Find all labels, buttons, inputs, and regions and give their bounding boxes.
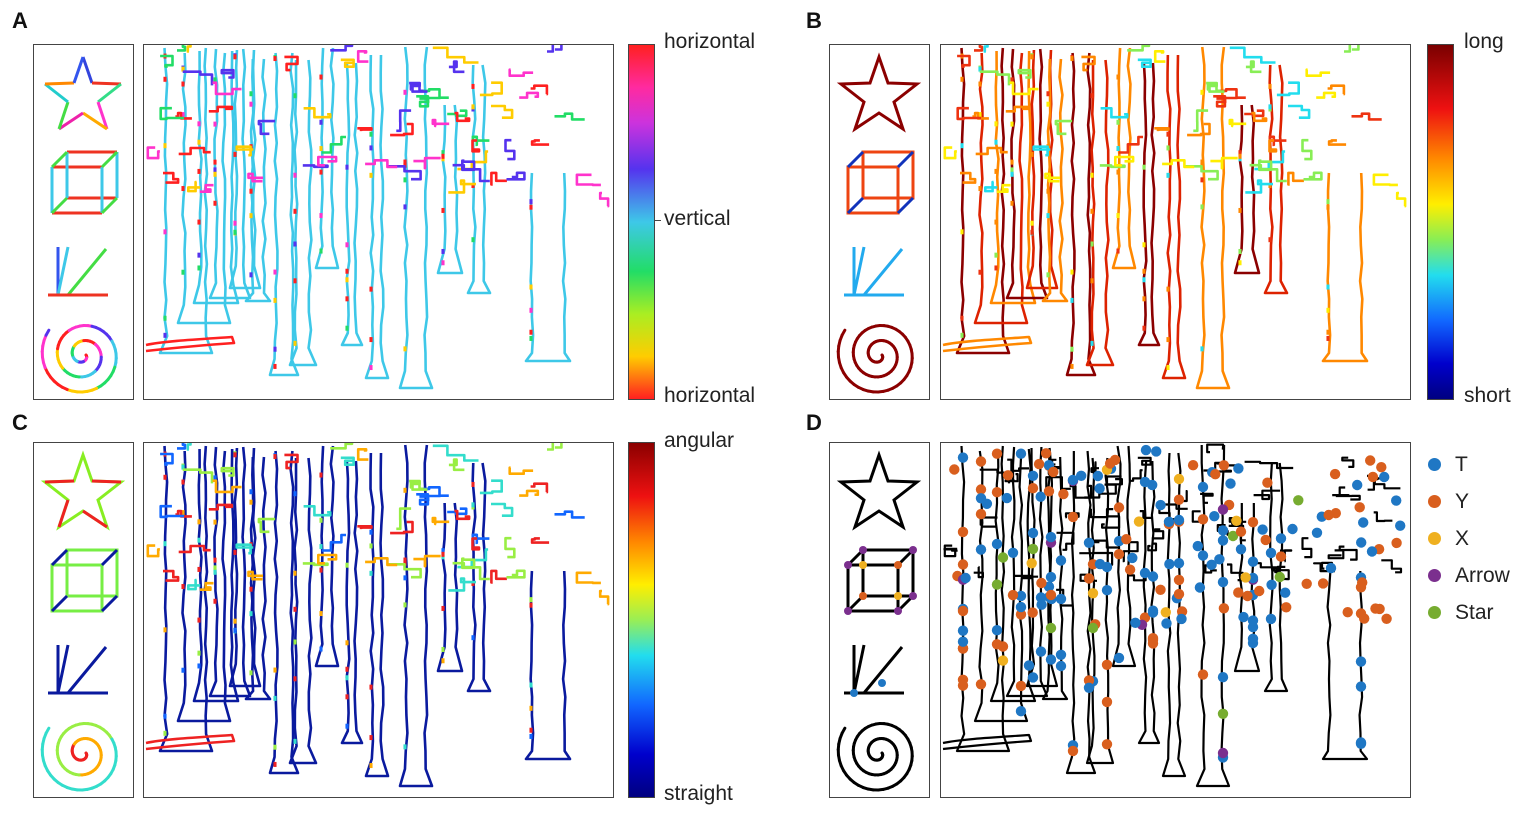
scene-contours-b <box>942 45 1407 390</box>
legend-label-t: T <box>1455 452 1468 476</box>
panel-a-cbar-tick <box>655 220 661 221</box>
panel-letter-d: D <box>806 410 822 435</box>
legend-dot-y <box>1428 495 1441 508</box>
panel-c-cbar-bottom-label: straight <box>664 782 733 805</box>
junction-icon <box>844 644 904 695</box>
panel-a-cbar-mid-label: vertical <box>664 207 731 230</box>
panel-d-image-box <box>940 442 1411 798</box>
cube-icon <box>846 150 915 215</box>
panel-b-length-map <box>942 45 1407 390</box>
legend-item-star: Star <box>1428 594 1533 631</box>
panel-b-image-box <box>940 44 1411 400</box>
panel-c-shapes <box>40 450 126 792</box>
legend-item-arrow: Arrow <box>1428 557 1533 594</box>
panel-a-colorbar <box>628 44 655 400</box>
junction-icon <box>48 644 108 695</box>
scene-contours-d <box>942 443 1403 788</box>
panel-a-shapes <box>40 56 122 394</box>
panel-d-shapes-box <box>829 442 930 798</box>
junction-icon <box>48 246 108 297</box>
cube-icon <box>50 150 119 215</box>
panel-a-image-box <box>143 44 614 400</box>
legend-dot-x <box>1428 532 1441 545</box>
star-icon <box>836 450 922 531</box>
panel-a-orientation-map <box>145 45 610 390</box>
legend-dot-arrow <box>1428 569 1441 582</box>
panel-b-shapes-box <box>829 44 930 400</box>
panel-c-shapes-box <box>33 442 134 798</box>
junction-dot-t2 <box>878 679 886 687</box>
scene-contours-c <box>145 443 610 788</box>
legend-item-y: Y <box>1428 483 1533 520</box>
spiral-icon <box>836 722 914 792</box>
panel-c-cbar-top-label: angular <box>664 429 735 452</box>
scene-contours-a <box>145 45 610 390</box>
spiral-icon <box>40 324 118 394</box>
panel-b-cbar-bottom-label: short <box>1464 384 1511 407</box>
panel-a-cbar-bottom-label: horizontal <box>664 384 756 407</box>
panel-d-junction-map <box>942 443 1406 788</box>
legend-label-y: Y <box>1455 489 1470 513</box>
panel-c-colorbar <box>628 442 655 798</box>
panel-d-shapes <box>836 450 922 792</box>
panel-d-legend: T Y X Arrow Star <box>1428 446 1533 631</box>
panel-b-colorbar <box>1427 44 1454 400</box>
legend-label-arrow: Arrow <box>1455 563 1510 587</box>
legend-dot-star <box>1428 606 1441 619</box>
legend-label-x: X <box>1455 526 1470 550</box>
junction-dot-t <box>850 689 858 697</box>
panel-b-shapes <box>836 52 922 394</box>
star-icon <box>44 56 122 131</box>
panel-a-cbar-top-label: horizontal <box>664 30 756 53</box>
legend-label-star: Star <box>1455 600 1494 624</box>
star-icon <box>836 52 922 133</box>
spiral-icon <box>40 722 118 792</box>
cube-icon <box>50 548 119 613</box>
legend-item-x: X <box>1428 520 1533 557</box>
panel-b-cbar-top-label: long <box>1464 30 1504 53</box>
panel-letter-b: B <box>806 8 822 33</box>
cube-icon <box>846 548 915 613</box>
panel-a-shapes-box <box>33 44 134 400</box>
panel-c-image-box <box>143 442 614 798</box>
legend-item-t: T <box>1428 446 1533 483</box>
legend-dot-t <box>1428 458 1441 471</box>
junction-markers <box>949 444 1406 763</box>
panel-letter-a: A <box>12 8 28 33</box>
panel-c-curvature-map <box>145 443 610 788</box>
star-icon <box>40 450 126 531</box>
cube-junction-dots <box>844 546 917 615</box>
panel-letter-c: C <box>12 410 28 435</box>
junction-icon <box>844 246 904 297</box>
spiral-icon <box>836 324 914 394</box>
